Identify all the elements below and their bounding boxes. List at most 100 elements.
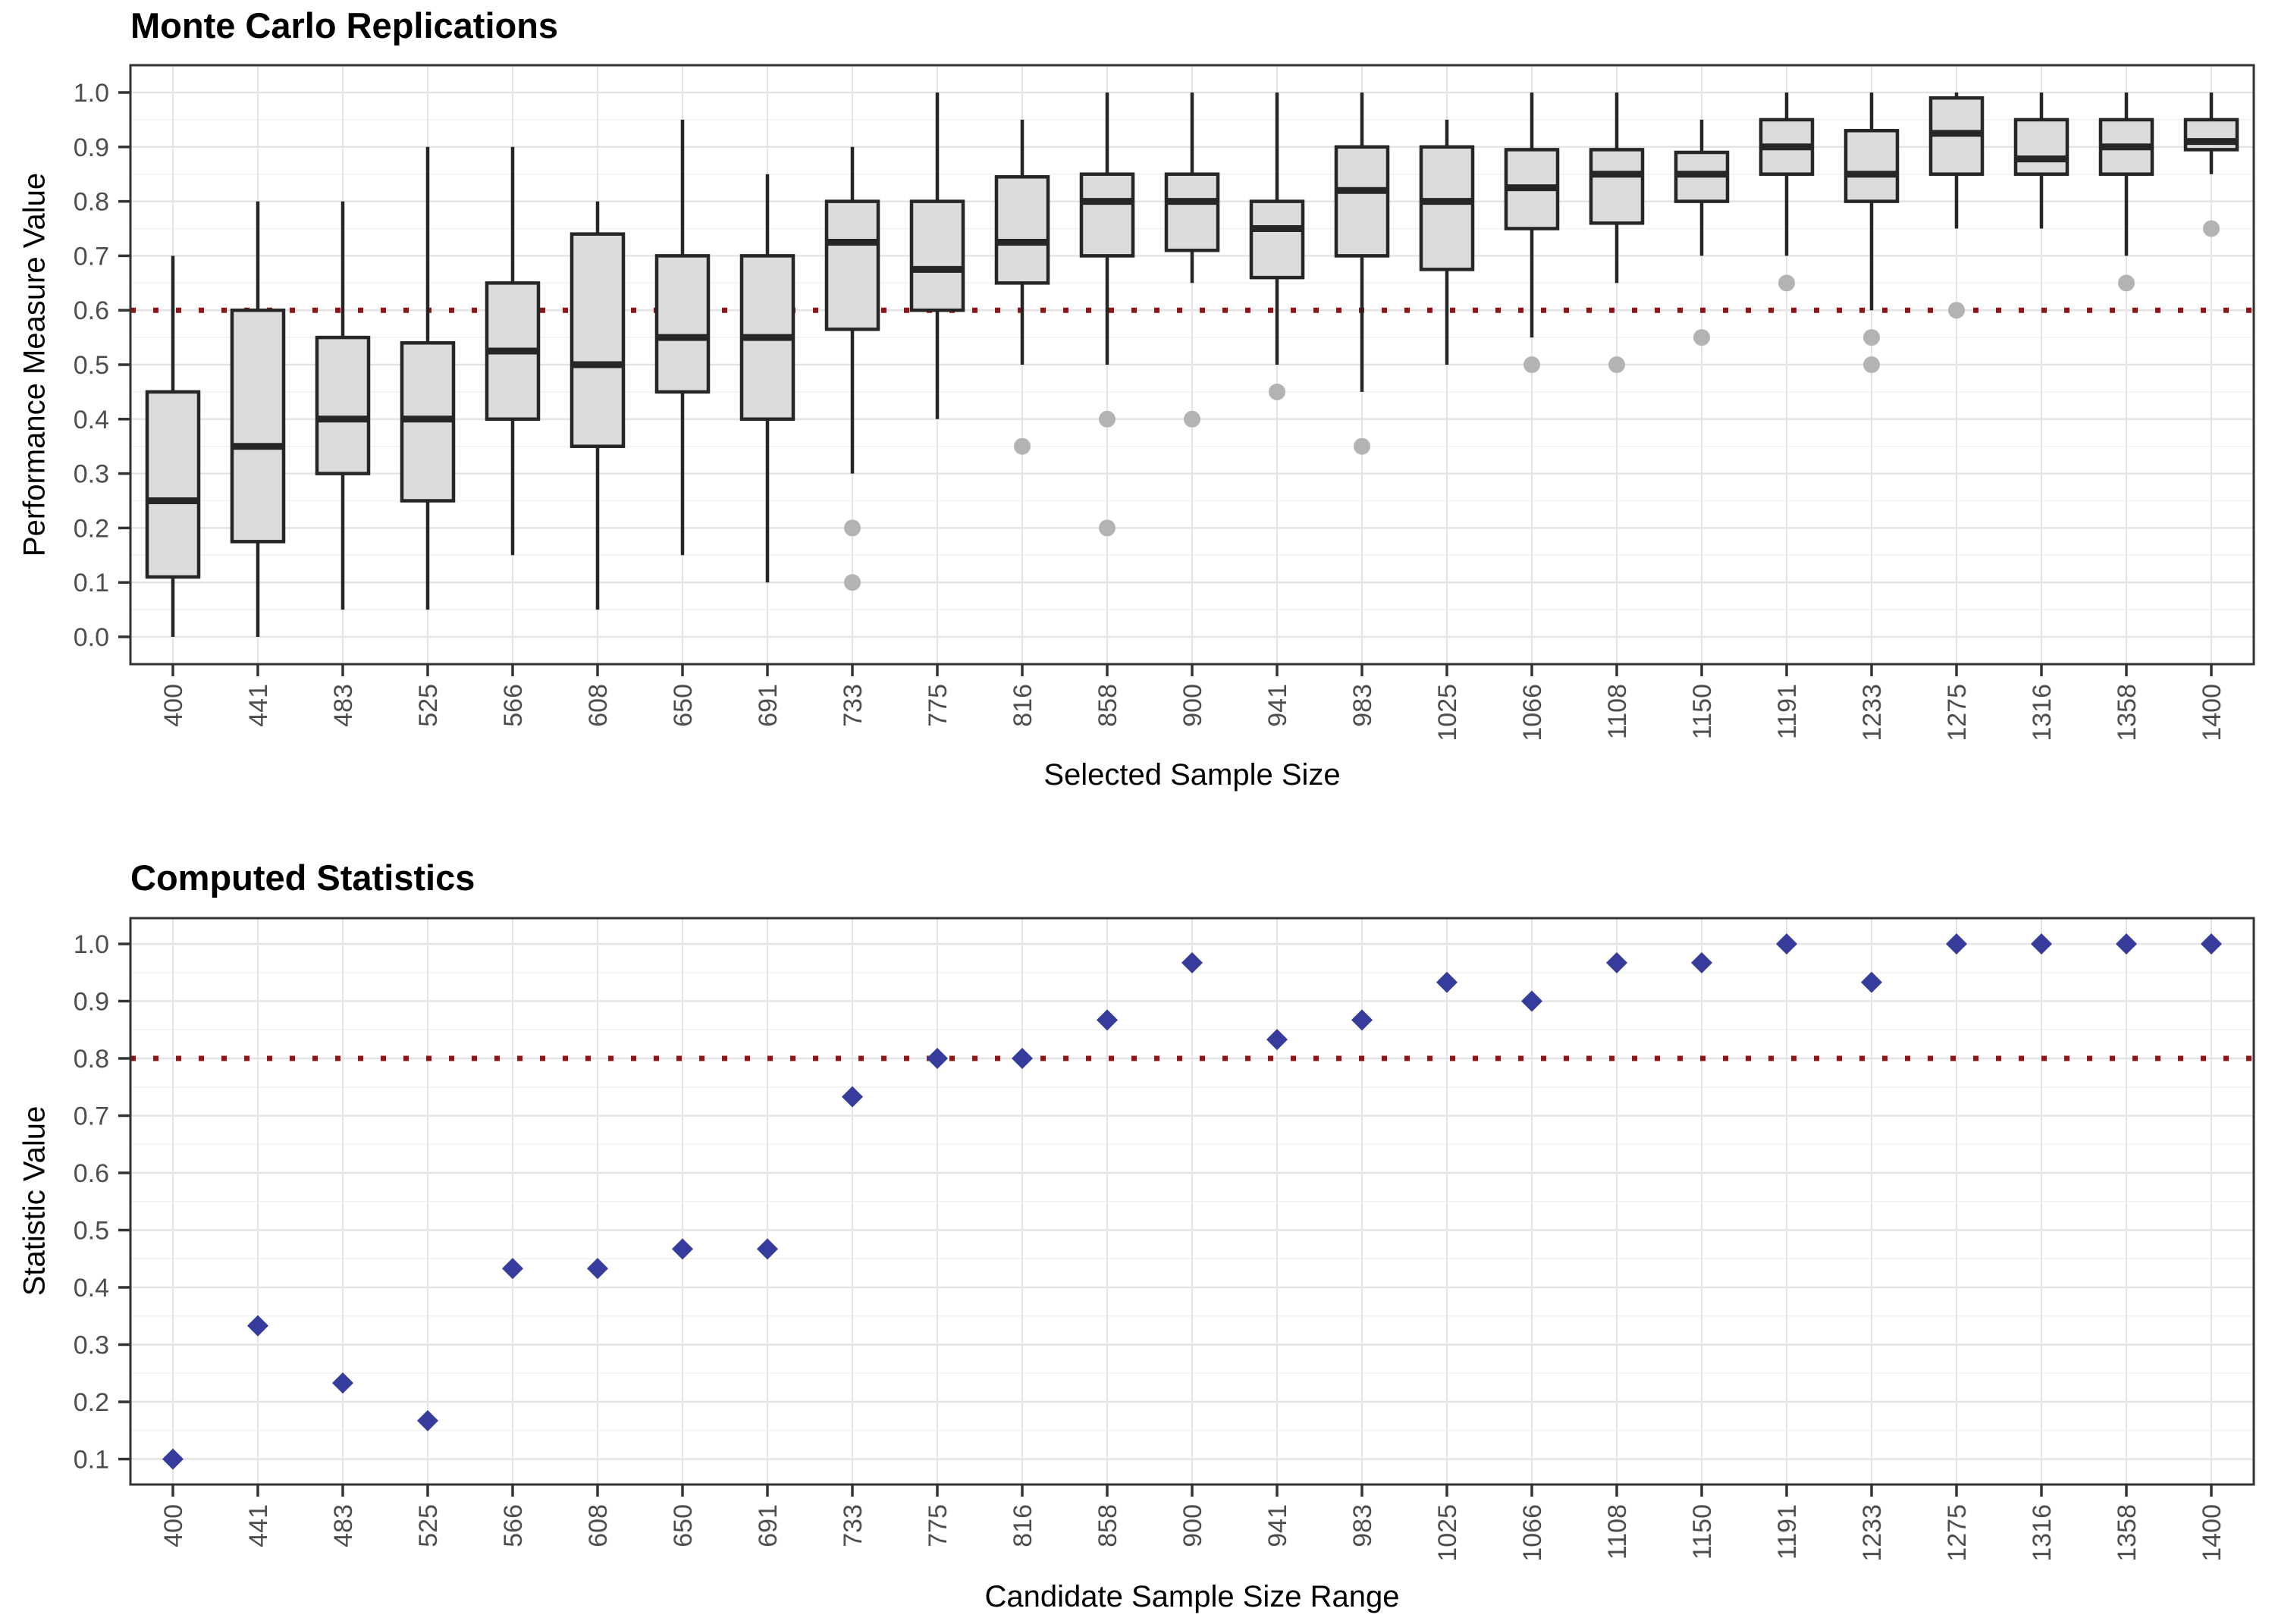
diamond-point-1150 xyxy=(1691,952,1712,973)
x-axis: 400 441 483 525 566 608 650 691 733 775 816 858 900 9… xyxy=(159,664,2226,741)
outlier-point xyxy=(1693,329,1710,346)
x-tick-label: 483 xyxy=(329,684,358,727)
outlier-point xyxy=(1863,356,1880,373)
iqr-box xyxy=(1844,129,1900,203)
x-tick-label: 816 xyxy=(1009,684,1037,727)
iqr-box xyxy=(654,254,711,394)
boxplot-1150 xyxy=(1674,119,1730,346)
diamond-point-566 xyxy=(502,1258,523,1280)
boxplot-x-axis-title: Selected Sample Size xyxy=(1043,758,1341,792)
outlier-point xyxy=(1014,437,1031,455)
iqr-box xyxy=(145,390,201,579)
diamond-point-1316 xyxy=(2031,933,2052,955)
y-tick-label: 0.4 xyxy=(74,1274,109,1303)
iqr-box xyxy=(909,199,965,312)
diamond-point-1191 xyxy=(1776,933,1797,955)
diamond-point-1108 xyxy=(1606,952,1627,973)
diamond-point-733 xyxy=(842,1086,863,1108)
x-tick-label: 1191 xyxy=(1773,684,1802,739)
boxplot-441 xyxy=(230,201,286,637)
diamond-point-816 xyxy=(1012,1048,1033,1069)
outlier-point xyxy=(2118,274,2135,292)
x-tick-label: 1150 xyxy=(1688,684,1717,739)
boxplot-816 xyxy=(994,119,1050,455)
x-tick-label: 858 xyxy=(1094,684,1122,727)
outlier-point xyxy=(1948,302,1965,319)
x-tick-label: 1358 xyxy=(2113,684,2142,741)
x-tick-label: 650 xyxy=(669,684,698,727)
boxplot-1400 xyxy=(2183,92,2239,237)
outlier-point xyxy=(844,574,861,591)
outlier-point xyxy=(1184,410,1200,428)
x-tick-label: 941 xyxy=(1263,1504,1292,1547)
diamond-point-858 xyxy=(1097,1009,1118,1031)
iqr-box xyxy=(1249,199,1305,280)
diamond-point-941 xyxy=(1266,1029,1288,1051)
x-tick-label: 900 xyxy=(1178,684,1207,727)
x-axis: 400 441 483 525 566 608 650 691 733 775 816 858 900 9… xyxy=(159,1484,2226,1562)
boxplot-566 xyxy=(485,146,541,556)
outlier-point xyxy=(1354,437,1370,455)
x-tick-label: 608 xyxy=(584,1504,613,1547)
boxplot-941 xyxy=(1249,92,1305,400)
x-tick-label: 483 xyxy=(329,1504,358,1547)
boxplot-1191 xyxy=(1759,92,1815,292)
x-tick-label: 441 xyxy=(244,684,273,727)
x-tick-label: 1233 xyxy=(1858,684,1887,741)
boxplot-chart-title: Monte Carlo Replications xyxy=(130,5,559,45)
diamond-point-1275 xyxy=(1946,933,1967,955)
diamond-point-525 xyxy=(417,1409,438,1431)
x-tick-label: 1400 xyxy=(2198,1504,2226,1562)
diamond-point-1025 xyxy=(1436,971,1458,993)
outlier-point xyxy=(2203,220,2220,237)
x-tick-label: 1108 xyxy=(1603,684,1632,739)
y-tick-label: 1.0 xyxy=(74,930,109,959)
y-tick-label: 0.8 xyxy=(74,188,109,217)
boxplot-775 xyxy=(909,92,965,419)
boxplot-1108 xyxy=(1589,92,1645,373)
boxplot-400 xyxy=(145,256,201,637)
x-tick-label: 1150 xyxy=(1688,1504,1717,1560)
outlier-point xyxy=(1099,410,1116,428)
boxplot-608 xyxy=(570,201,626,610)
x-tick-label: 441 xyxy=(244,1504,273,1547)
x-tick-label: 608 xyxy=(584,684,613,727)
x-tick-label: 1233 xyxy=(1858,1504,1887,1562)
x-tick-label: 1025 xyxy=(1433,1504,1462,1562)
x-tick-label: 1025 xyxy=(1433,684,1462,741)
iqr-box xyxy=(2183,118,2239,152)
diamond-point-1233 xyxy=(1861,971,1882,993)
boxplot-858 xyxy=(1079,92,1135,537)
x-tick-label: 650 xyxy=(669,1504,698,1547)
y-tick-label: 0.5 xyxy=(74,1217,109,1246)
x-tick-label: 691 xyxy=(754,684,783,727)
iqr-box xyxy=(1419,145,1475,271)
outlier-point xyxy=(1099,519,1116,537)
outlier-point xyxy=(844,519,861,537)
x-tick-label: 1316 xyxy=(2028,684,2057,741)
x-tick-label: 400 xyxy=(159,684,188,727)
y-tick-label: 0.8 xyxy=(74,1045,109,1074)
x-tick-label: 1400 xyxy=(2198,684,2226,741)
x-tick-label: 983 xyxy=(1348,684,1377,727)
x-tick-label: 733 xyxy=(839,684,868,727)
x-tick-label: 1316 xyxy=(2028,1504,2057,1562)
boxplot-1316 xyxy=(2013,92,2069,229)
scatter-panel: 0.1 0.2 0.3 0.4 0.5 0.6 0.7 0.8 0.9 1.0 400 441 483 5… xyxy=(74,917,2255,1562)
boxplot-1066 xyxy=(1504,92,1560,373)
y-tick-label: 0.2 xyxy=(74,1388,109,1417)
outlier-point xyxy=(1863,329,1880,346)
y-tick-label: 0.3 xyxy=(74,460,109,489)
diamond-point-900 xyxy=(1181,952,1203,973)
boxplot-691 xyxy=(739,174,795,583)
x-tick-label: 983 xyxy=(1348,1504,1377,1547)
iqr-box xyxy=(315,335,371,475)
outlier-point xyxy=(1608,356,1625,373)
iqr-box xyxy=(1589,148,1645,225)
iqr-box xyxy=(824,199,880,331)
x-tick-label: 1275 xyxy=(1943,1504,1972,1562)
y-tick-label: 0.5 xyxy=(74,351,109,380)
boxplot-525 xyxy=(400,146,456,610)
